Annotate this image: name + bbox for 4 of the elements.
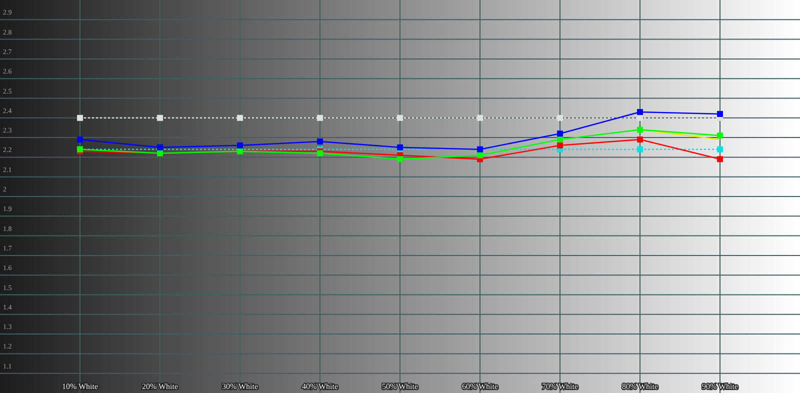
x-tick-label: 40% White: [302, 382, 338, 391]
x-tick-label: 20% White: [142, 382, 178, 391]
x-tick-label: 30% White: [222, 382, 258, 391]
x-tick-label: 10% White: [62, 382, 98, 391]
